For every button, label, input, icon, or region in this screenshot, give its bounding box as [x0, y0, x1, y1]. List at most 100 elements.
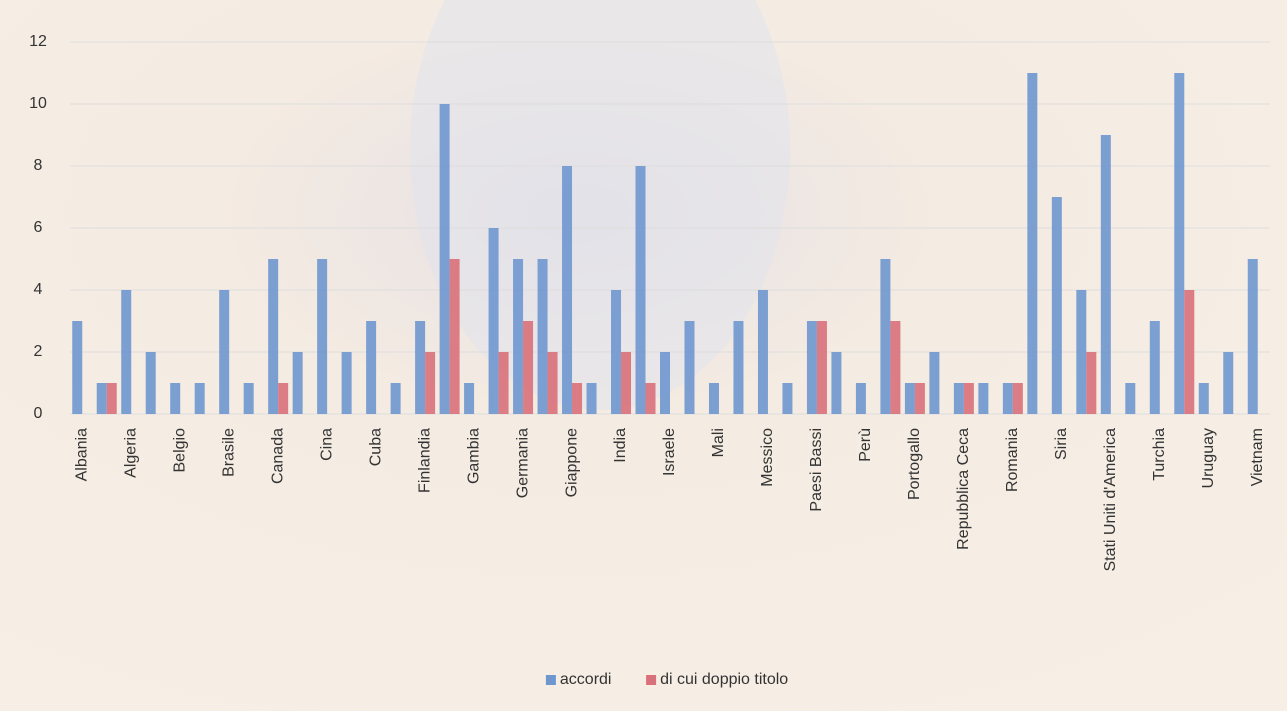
bar — [146, 352, 156, 414]
bar — [905, 383, 915, 414]
bar — [1027, 73, 1037, 414]
bar — [440, 104, 450, 414]
bar — [293, 352, 303, 414]
legend-swatch — [546, 675, 556, 685]
page: 024681012AlbaniaAlgeriaBelgioBrasileCana… — [0, 0, 1287, 711]
x-tick-label: Germania — [514, 428, 531, 498]
bar — [391, 383, 401, 414]
x-tick-label: India — [612, 428, 629, 463]
bar — [915, 383, 925, 414]
x-tick-label: Stati Uniti d'America — [1102, 428, 1119, 572]
bar — [317, 259, 327, 414]
bar — [636, 166, 646, 414]
bar — [890, 321, 900, 414]
bar — [121, 290, 131, 414]
bar — [513, 259, 523, 414]
bar — [170, 383, 180, 414]
bar — [1125, 383, 1135, 414]
x-tick-label: Gambia — [465, 428, 482, 484]
x-tick-label: Repubblica Ceca — [955, 428, 972, 550]
x-tick-label: Israele — [661, 428, 678, 476]
bar — [489, 228, 499, 414]
bar — [1223, 352, 1233, 414]
bar — [1248, 259, 1258, 414]
bar — [733, 321, 743, 414]
bar — [1003, 383, 1013, 414]
bar — [342, 352, 352, 414]
bar — [758, 290, 768, 414]
bar — [97, 383, 107, 414]
bar — [929, 352, 939, 414]
x-tick-label: Perù — [857, 428, 874, 462]
bar — [72, 321, 82, 414]
bar — [1086, 352, 1096, 414]
bar — [366, 321, 376, 414]
bar — [807, 321, 817, 414]
bar — [464, 383, 474, 414]
y-tick-label: 4 — [34, 281, 43, 298]
bar — [1052, 197, 1062, 414]
bar — [1013, 383, 1023, 414]
bar — [660, 352, 670, 414]
x-tick-label: Vietnam — [1249, 428, 1266, 486]
bar — [499, 352, 509, 414]
x-tick-label: Giappone — [563, 428, 580, 497]
bar — [1101, 135, 1111, 414]
bar — [880, 259, 890, 414]
bar — [107, 383, 117, 414]
bar — [856, 383, 866, 414]
y-tick-label: 2 — [34, 343, 43, 360]
x-tick-label: Brasile — [220, 428, 237, 477]
bar — [831, 352, 841, 414]
x-tick-label: Belgio — [171, 428, 188, 473]
bar — [268, 259, 278, 414]
y-tick-label: 6 — [34, 219, 43, 236]
bar — [1184, 290, 1194, 414]
bar — [523, 321, 533, 414]
bar — [195, 383, 205, 414]
bar — [1174, 73, 1184, 414]
bar — [415, 321, 425, 414]
y-tick-label: 8 — [34, 157, 43, 174]
bar — [587, 383, 597, 414]
bar — [572, 383, 582, 414]
bar — [548, 352, 558, 414]
bar — [425, 352, 435, 414]
x-tick-label: Finlandia — [416, 428, 433, 493]
chart: 024681012AlbaniaAlgeriaBelgioBrasileCana… — [0, 0, 1287, 711]
bar — [1076, 290, 1086, 414]
bar — [978, 383, 988, 414]
x-tick-label: Turchia — [1151, 428, 1168, 481]
bar — [611, 290, 621, 414]
x-tick-label: Paesi Bassi — [808, 428, 825, 512]
x-tick-label: Algeria — [122, 428, 139, 478]
bar — [219, 290, 229, 414]
bar — [621, 352, 631, 414]
bar — [954, 383, 964, 414]
x-tick-label: Mali — [710, 428, 727, 457]
x-tick-label: Romania — [1004, 428, 1021, 492]
bar — [538, 259, 548, 414]
x-tick-label: Portogallo — [906, 428, 923, 500]
x-tick-label: Canada — [269, 428, 286, 484]
bar — [782, 383, 792, 414]
y-tick-label: 0 — [34, 405, 43, 422]
bar — [709, 383, 719, 414]
bar — [964, 383, 974, 414]
bar — [646, 383, 656, 414]
x-tick-label: Albania — [73, 428, 90, 481]
x-tick-label: Uruguay — [1200, 428, 1217, 488]
legend-swatch — [646, 675, 656, 685]
bar — [562, 166, 572, 414]
bar — [684, 321, 694, 414]
x-tick-label: Messico — [759, 428, 776, 487]
x-tick-label: Siria — [1053, 428, 1070, 460]
bar — [1150, 321, 1160, 414]
bar — [817, 321, 827, 414]
legend-label: di cui doppio titolo — [660, 671, 788, 688]
bar — [244, 383, 254, 414]
y-tick-label: 12 — [29, 33, 47, 50]
x-tick-label: Cina — [318, 428, 335, 461]
bar — [278, 383, 288, 414]
x-tick-label: Cuba — [367, 428, 384, 466]
